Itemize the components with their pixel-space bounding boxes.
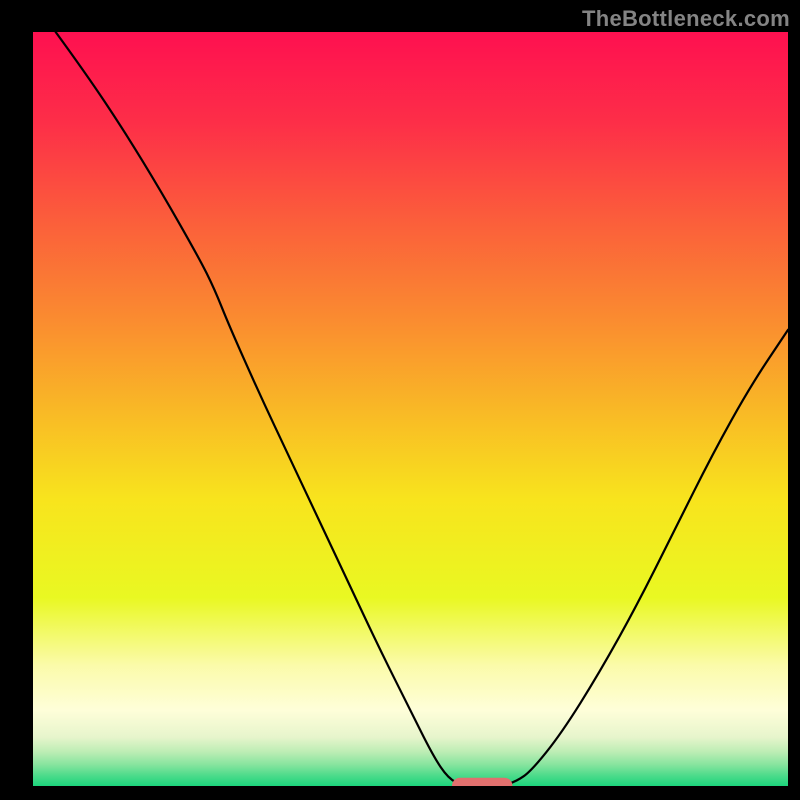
plot-background [33, 32, 788, 786]
frame-right [788, 0, 800, 800]
watermark-label: TheBottleneck.com [582, 6, 790, 32]
frame-left [0, 0, 33, 800]
frame-bottom [0, 786, 800, 800]
bottleneck-curve-chart [0, 0, 800, 800]
chart-root: { "watermark": { "text": "TheBottleneck.… [0, 0, 800, 800]
